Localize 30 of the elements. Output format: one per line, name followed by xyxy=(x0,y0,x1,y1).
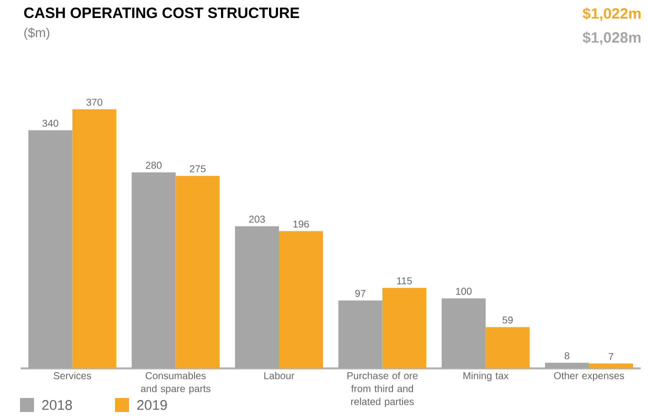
data-label: 115 xyxy=(397,277,412,284)
bar xyxy=(72,109,116,368)
legend-label: 2018 xyxy=(42,400,72,410)
x-tick-label: Services xyxy=(54,372,92,380)
bar xyxy=(589,363,634,368)
bar xyxy=(486,327,530,368)
data-label: 280 xyxy=(146,162,162,169)
data-label: 8 xyxy=(564,352,570,360)
data-label: 203 xyxy=(249,216,265,223)
data-label: 97 xyxy=(355,290,366,297)
data-label: 196 xyxy=(293,220,309,228)
chart-subtitle: ($m) xyxy=(24,28,50,40)
text: $1,028m xyxy=(582,32,641,45)
data-label: 100 xyxy=(456,288,472,295)
legend-label: 2019 xyxy=(137,400,167,410)
bar xyxy=(176,176,220,368)
data-label: 370 xyxy=(86,98,102,106)
x-tick-label: Mining tax xyxy=(464,372,509,382)
x-tick-label: Purchase of ore from third and related parties xyxy=(347,372,418,408)
x-tick-label: Other expenses xyxy=(554,372,624,382)
x-tick-label: Labour xyxy=(264,372,294,380)
data-label: 275 xyxy=(190,165,206,172)
bar xyxy=(279,231,324,368)
chart-title: CASH OPERATING COST STRUCTURE xyxy=(24,8,300,18)
bar xyxy=(382,288,426,368)
data-label: 59 xyxy=(502,316,513,324)
data-label: 340 xyxy=(42,120,58,127)
x-tick-label: Consumables and spare parts xyxy=(140,372,210,394)
text: $1,022m xyxy=(582,8,641,21)
data-label: 7 xyxy=(608,353,614,360)
